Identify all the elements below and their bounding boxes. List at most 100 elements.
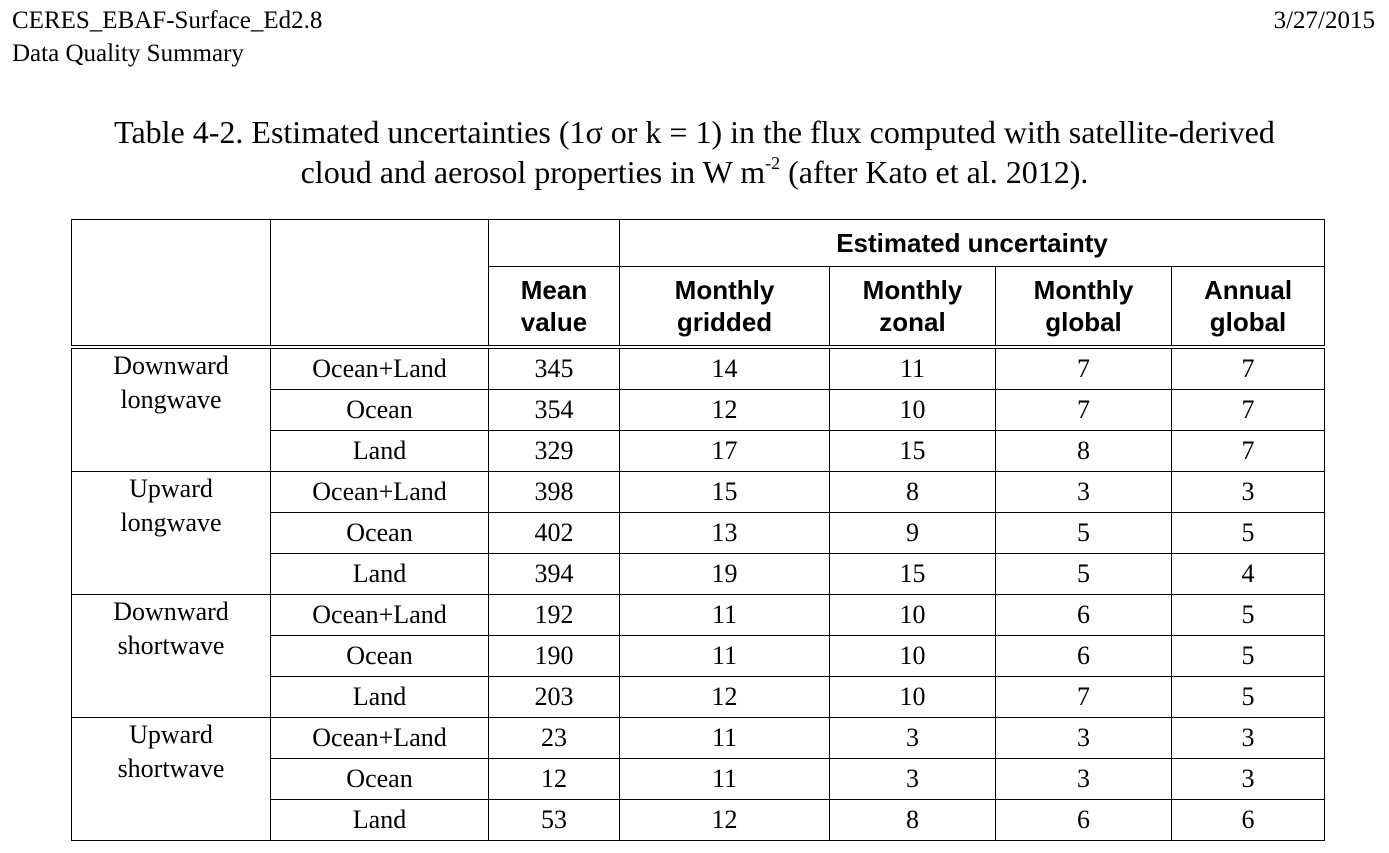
table-body: Downward longwave Ocean+Land 345 14 11 7 7 Ocean… [71, 346, 1326, 841]
uncertainty-cell: 8 [995, 430, 1172, 472]
mean-value-cell: 394 [488, 553, 620, 595]
uncertainty-cell: 15 [829, 553, 996, 595]
flux-band: shortwave [117, 754, 225, 783]
uncertainty-cell: 12 [619, 676, 830, 718]
uncertainty-cell: 5 [1170, 635, 1326, 677]
table-row: Ocean 12 11 3 3 3 [72, 758, 1326, 800]
mean-value-cell: 329 [488, 430, 620, 472]
uncertainty-cell: 5 [1170, 512, 1326, 554]
uncertainty-cell: 7 [995, 676, 1172, 718]
table-caption: Table 4-2. Estimated uncertainties (1σ o… [0, 112, 1389, 192]
uncertainty-cell: 11 [619, 758, 830, 800]
mean-value-cell: 203 [488, 676, 620, 718]
uncertainty-cell: 3 [1170, 758, 1326, 800]
mean-value-cell: 53 [488, 799, 620, 841]
flux-band: longwave [120, 385, 222, 414]
uncertainty-cell: 8 [829, 471, 996, 513]
caption-line-2-end: (after Kato et al. 2012). [780, 154, 1089, 190]
uncertainty-cell: 7 [1170, 389, 1326, 431]
region-cell: Ocean [270, 635, 489, 677]
uncertainty-cell: 5 [995, 512, 1172, 554]
column-header-monthly-gridded: Monthly gridded [619, 266, 830, 348]
uncertainty-cell: 13 [619, 512, 830, 554]
table-row: Upward longwave Ocean+Land 398 15 8 3 3 [71, 471, 1326, 595]
document-header: CERES_EBAF-Surface_Ed2.8 Data Quality Su… [12, 4, 322, 70]
column-header-annual-global: Annual global [1170, 266, 1326, 348]
uncertainty-cell: 12 [619, 389, 830, 431]
caption-unit-exponent: -2 [765, 153, 781, 173]
column-header-monthly-zonal: Monthly zonal [829, 266, 996, 348]
uncertainty-cell: 11 [619, 717, 830, 759]
mean-value-cell: 23 [488, 717, 620, 759]
uncertainty-cell: 6 [1170, 799, 1326, 841]
flux-band: longwave [120, 508, 222, 537]
uncertainty-cell: 5 [995, 553, 1172, 595]
blank-header-cell [488, 219, 620, 267]
table-row: Ocean 190 11 10 6 5 [72, 635, 1326, 677]
uncertainty-cell: 11 [619, 635, 830, 677]
blank-header-cell [71, 219, 271, 348]
uncertainty-cell: 10 [829, 594, 996, 636]
uncertainty-cell: 3 [1170, 471, 1326, 513]
table-row: Downward shortwave Ocean+Land 192 11 10 6 5 [71, 594, 1326, 718]
region-cell: Ocean [270, 512, 489, 554]
document-title: CERES_EBAF-Surface_Ed2.8 [12, 7, 323, 34]
mean-value-cell: 192 [488, 594, 620, 636]
mean-value-cell: 190 [488, 635, 620, 677]
column-header-monthly-global: Monthly global [995, 266, 1172, 348]
region-cell: Land [270, 553, 489, 595]
uncertainty-cell: 17 [619, 430, 830, 472]
uncertainty-cell: 7 [1170, 346, 1326, 390]
table-row: Downward longwave Ocean+Land 345 14 11 7 7 [71, 346, 1326, 472]
mean-value-cell: 402 [488, 512, 620, 554]
flux-direction: Upward [129, 474, 213, 503]
uncertainty-cell: 9 [829, 512, 996, 554]
region-cell: Ocean+Land [270, 594, 489, 636]
region-cell: Land [270, 430, 489, 472]
uncertainty-cell: 3 [829, 717, 996, 759]
flux-type-cell: Upward shortwave [71, 717, 271, 841]
region-cell: Ocean+Land [270, 346, 489, 390]
uncertainty-cell: 6 [995, 594, 1172, 636]
table-row: Land 394 19 15 5 4 [72, 553, 1326, 595]
mean-value-cell: 398 [488, 471, 620, 513]
uncertainty-cell: 5 [1170, 676, 1326, 718]
column-header-mean-value: Mean value [488, 266, 620, 348]
flux-type-cell: Downward longwave [71, 346, 271, 472]
uncertainty-cell: 10 [829, 676, 996, 718]
region-cell: Ocean+Land [270, 471, 489, 513]
region-cell: Land [270, 676, 489, 718]
flux-type-cell: Upward longwave [71, 471, 271, 595]
uncertainty-cell: 14 [619, 346, 830, 390]
uncertainty-cell: 3 [995, 471, 1172, 513]
uncertainty-cell: 11 [829, 346, 996, 390]
uncertainty-cell: 15 [829, 430, 996, 472]
uncertainty-cell: 6 [995, 799, 1172, 841]
caption-line-1: Table 4-2. Estimated uncertainties (1σ o… [114, 114, 1275, 150]
mean-value-cell: 345 [488, 346, 620, 390]
uncertainty-cell: 15 [619, 471, 830, 513]
uncertainty-cell: 3 [829, 758, 996, 800]
caption-line-2-text: cloud and aerosol properties in W m [300, 154, 766, 190]
table-row: Upward shortwave Ocean+Land 23 11 3 3 3 [71, 717, 1326, 841]
uncertainty-cell: 3 [995, 717, 1172, 759]
uncertainty-cell: 5 [1170, 594, 1326, 636]
caption-line-2: cloud and aerosol properties in W m-2 (a… [0, 152, 1389, 192]
flux-direction: Downward [113, 597, 229, 626]
uncertainty-cell: 3 [995, 758, 1172, 800]
table-row: Land 329 17 15 8 7 [72, 430, 1326, 472]
table-row: Land 53 12 8 6 6 [72, 799, 1326, 841]
uncertainty-cell: 7 [995, 346, 1172, 390]
uncertainty-cell: 12 [619, 799, 830, 841]
uncertainty-cell: 4 [1170, 553, 1326, 595]
uncertainty-cell: 19 [619, 553, 830, 595]
blank-header-cell [270, 219, 489, 348]
flux-direction: Downward [113, 351, 229, 380]
region-cell: Ocean+Land [270, 717, 489, 759]
flux-type-cell: Downward shortwave [71, 594, 271, 718]
uncertainty-cell: 11 [619, 594, 830, 636]
mean-value-cell: 354 [488, 389, 620, 431]
document-subtitle: Data Quality Summary [12, 40, 244, 67]
estimated-uncertainty-header: Estimated uncertainty [618, 219, 1326, 267]
uncertainty-cell: 8 [829, 799, 996, 841]
